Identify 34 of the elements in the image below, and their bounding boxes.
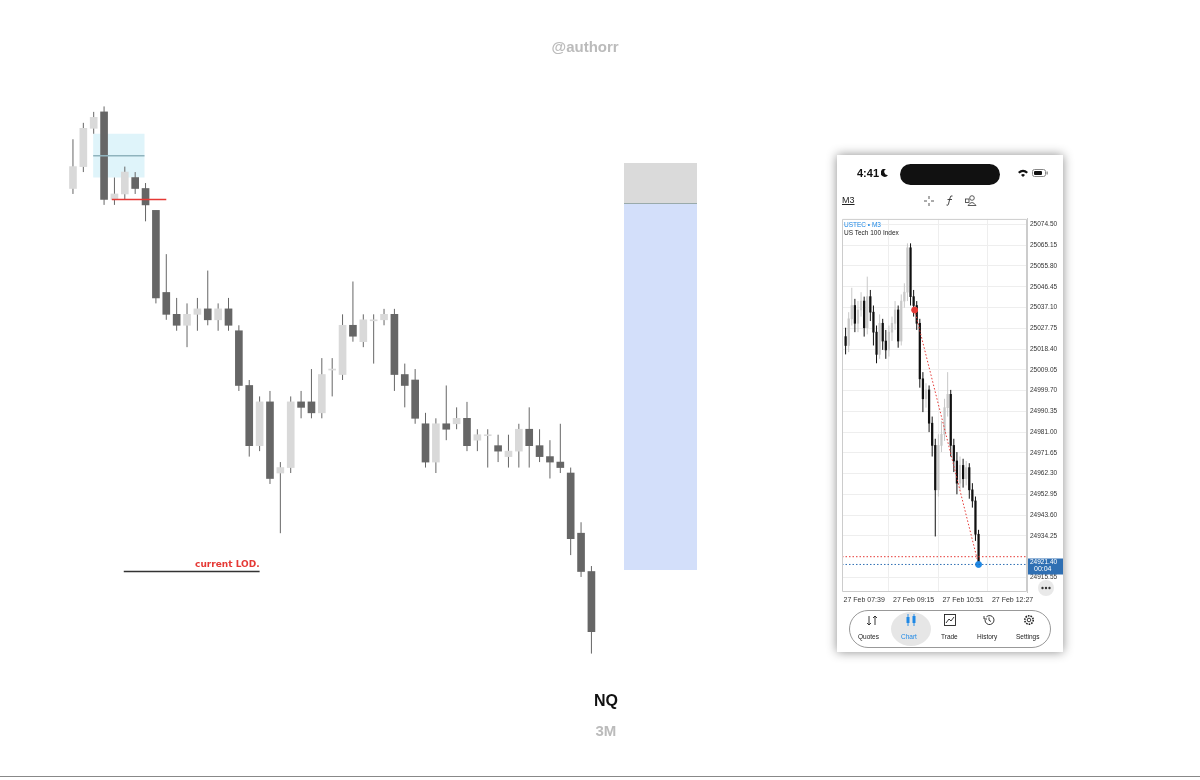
candlestick [131, 171, 140, 195]
candlestick [203, 270, 212, 326]
ref-line-label: current LOD. [195, 559, 260, 570]
candlestick [400, 363, 409, 408]
text: @authorr [551, 38, 619, 55]
candlestick [369, 313, 378, 365]
candlestick [172, 297, 181, 332]
candlestick [349, 281, 357, 343]
text: 4:41 [857, 167, 880, 179]
candlestick [546, 439, 554, 479]
text: 3M [595, 722, 617, 739]
candlestick [89, 111, 98, 135]
candlestick [525, 406, 534, 469]
candlestick [69, 138, 77, 195]
candlestick [853, 298, 857, 333]
candlestick [442, 384, 451, 441]
candlestick [120, 166, 129, 200]
candlestick [224, 297, 233, 332]
candlestick [515, 423, 523, 469]
candlestick [380, 308, 388, 326]
candlestick [556, 423, 565, 474]
candlestick [494, 434, 502, 463]
candlestick [214, 302, 222, 332]
text: M3 [842, 195, 855, 205]
candlestick [297, 390, 305, 419]
candlestick [958, 456, 962, 491]
candlestick [359, 313, 368, 348]
candlestick [162, 253, 171, 321]
candlestick [473, 428, 482, 452]
candlestick [535, 428, 544, 463]
candlestick [483, 428, 492, 469]
candlestick [183, 302, 191, 348]
text: NQ [594, 692, 618, 710]
candlestick [844, 327, 847, 355]
